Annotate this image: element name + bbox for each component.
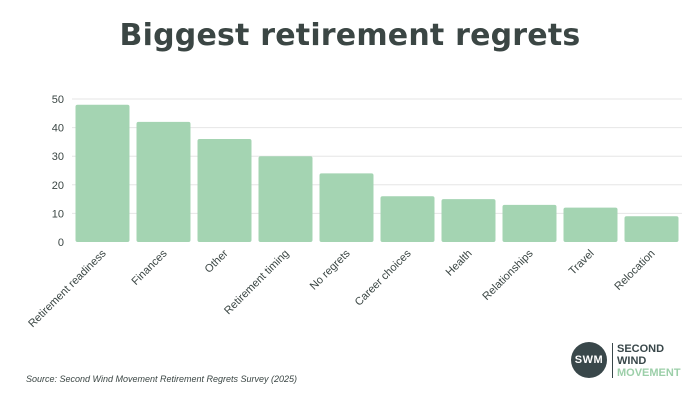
bar (441, 199, 496, 242)
bar (502, 204, 557, 242)
y-tick-label: 10 (52, 208, 64, 220)
y-tick-label: 20 (52, 180, 64, 192)
y-tick-label: 30 (52, 151, 64, 163)
bar (197, 139, 252, 242)
bar (258, 156, 313, 242)
y-tick-label: 40 (52, 123, 64, 135)
x-tick-label: No regrets (308, 247, 353, 292)
bar (380, 196, 435, 242)
chart-title: Biggest retirement regrets (119, 18, 581, 53)
logo-wordmark: SECOND WIND MOVEMENT (617, 343, 681, 379)
x-tick-label: Career choices (353, 247, 414, 308)
x-tick-label: Relocation (612, 248, 657, 293)
source-note: Source: Second Wind Movement Retirement … (26, 374, 298, 384)
bar (563, 207, 618, 242)
x-tick-label: Finances (130, 247, 170, 287)
bar (136, 121, 191, 242)
y-tick-label: 50 (52, 94, 64, 106)
logo: SWM SECOND WIND MOVEMENT (571, 342, 691, 382)
logo-line-3: MOVEMENT (617, 367, 681, 379)
logo-badge: SWM (571, 342, 607, 378)
x-tick-label: Relationships (480, 247, 536, 303)
logo-divider (612, 343, 613, 378)
bar (624, 216, 679, 242)
x-tick-label: Retirement readiness (26, 247, 109, 330)
x-tick-label: Health (444, 248, 475, 279)
y-axis: 0 10 20 30 40 50 (52, 94, 64, 249)
x-tick-label: Travel (567, 248, 597, 278)
logo-line-2: WIND (617, 355, 647, 367)
y-tick-label: 0 (58, 237, 64, 249)
bar (319, 173, 374, 242)
logo-line-1: SECOND (617, 343, 665, 355)
bar (75, 104, 130, 242)
x-axis: Retirement readiness Finances OtherRetirem… (26, 247, 657, 330)
bars (75, 104, 679, 242)
x-tick-label: Other (203, 247, 231, 275)
x-tick-label: Retirement timing (222, 248, 291, 317)
